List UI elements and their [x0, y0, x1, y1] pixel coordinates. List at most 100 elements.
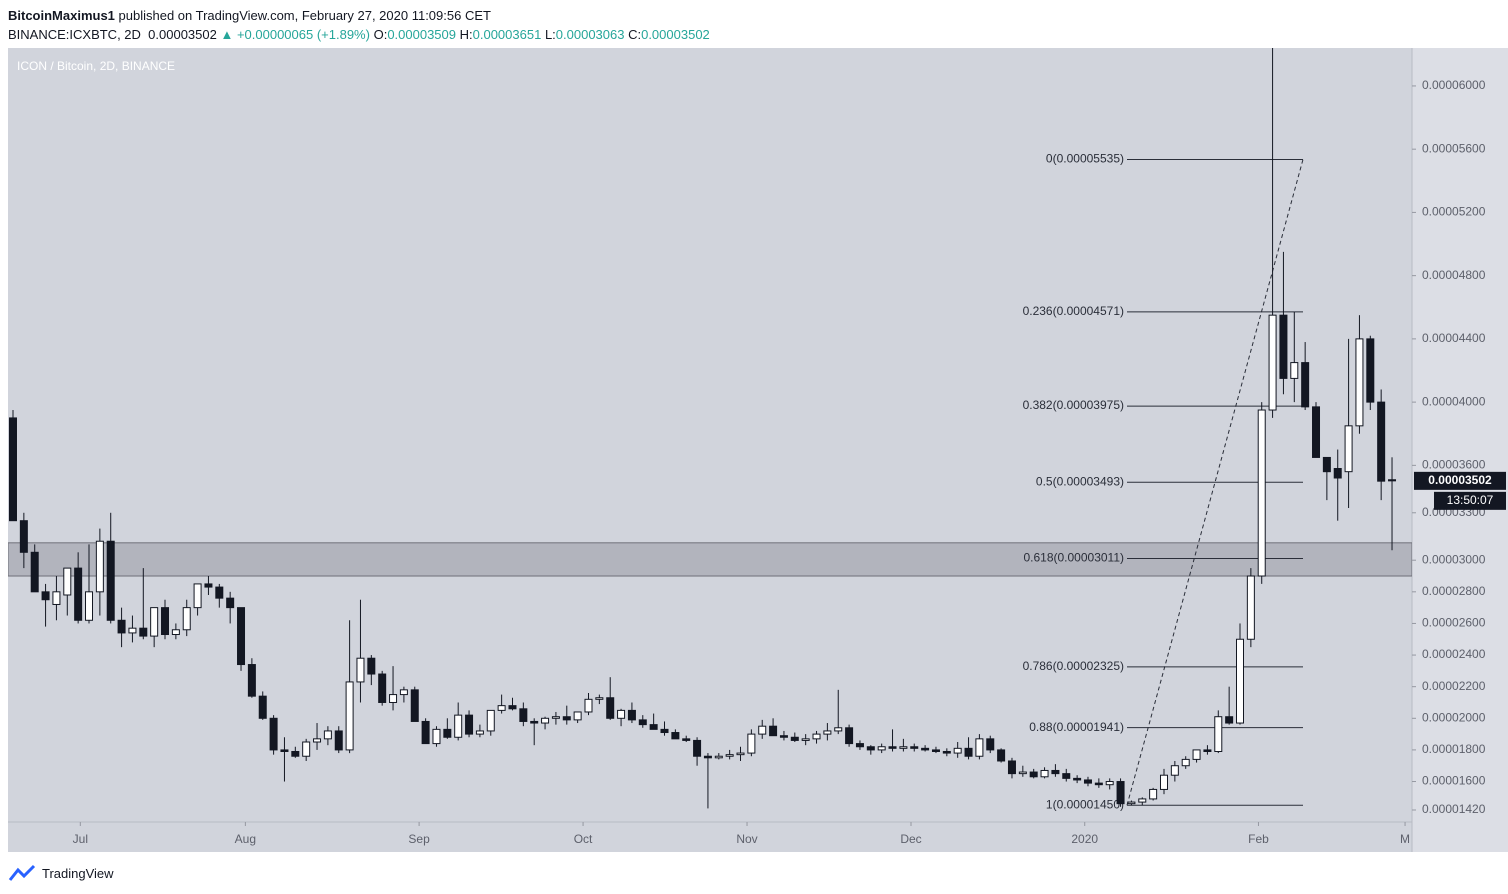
candle-body [215, 586, 224, 599]
candle-body [443, 728, 452, 738]
fib-label: 0.236(0.00004571) [1023, 304, 1124, 318]
candle-body [638, 719, 647, 726]
candle-body [378, 673, 387, 703]
x-tick-label: Nov [736, 832, 757, 846]
candle-body [855, 743, 864, 748]
zone [8, 542, 1412, 577]
price-axis-background [1412, 48, 1508, 852]
fib-label: 0.786(0.00002325) [1023, 659, 1124, 673]
candle-body [953, 747, 962, 754]
candle-body [1246, 575, 1255, 640]
candle-body [1279, 314, 1288, 379]
candle-body [367, 657, 376, 675]
ohlc-key: L: [544, 27, 556, 42]
candle-body [682, 738, 691, 741]
candle-body [1018, 771, 1027, 775]
candle-body [497, 705, 506, 711]
candle-body [1322, 456, 1331, 473]
candle-body [910, 746, 919, 749]
candle-body [649, 724, 658, 730]
candle-body [921, 747, 930, 751]
candle-body [584, 698, 593, 713]
candle-body [964, 747, 973, 757]
candle-body [345, 681, 354, 751]
candle-body [1257, 409, 1266, 577]
candle-body [128, 627, 137, 634]
candle-body [1094, 782, 1103, 786]
candle-body [769, 725, 778, 737]
candle-body [1181, 758, 1190, 767]
plot-background [8, 48, 1412, 852]
candle-body [258, 695, 267, 719]
candle-body [1355, 338, 1364, 427]
candle-body [693, 739, 702, 757]
candle-body [997, 749, 1006, 762]
x-tick-label: Oct [574, 832, 593, 846]
candle-body [334, 730, 343, 751]
candle-body [747, 733, 756, 754]
candle-body [356, 657, 365, 683]
price-label: 0.00003502 [1428, 473, 1492, 487]
y-tick-label: 0.00002400 [1422, 647, 1486, 661]
candle-body [1236, 638, 1245, 724]
candle-body [1192, 749, 1201, 760]
y-tick-label: 0.00005200 [1422, 205, 1486, 219]
candle-body [1007, 760, 1016, 775]
candle-body [399, 689, 408, 696]
candle-body [323, 730, 332, 740]
candle-body [877, 746, 886, 751]
candle-body [519, 708, 528, 722]
candle-body [475, 730, 484, 735]
candle-body [389, 694, 398, 703]
candle-body [1312, 406, 1321, 458]
candle-body [1062, 773, 1071, 779]
y-tick-label: 0.00002600 [1422, 616, 1486, 630]
fib-label: 0.618(0.00003011) [1023, 551, 1124, 565]
candle-body [1225, 716, 1234, 724]
y-tick-label: 0.00003000 [1422, 552, 1486, 566]
candle-body [1344, 425, 1353, 473]
candle-body [95, 540, 104, 593]
candle-body [823, 730, 832, 735]
candle-body [1149, 788, 1158, 800]
candle-body [193, 583, 202, 609]
ohlc-key: C: [628, 27, 642, 42]
candle-body [269, 717, 278, 751]
ohlc-value: 0.00003502 [641, 27, 710, 42]
candle-body [247, 664, 256, 697]
fib-label: 0.382(0.00003975) [1023, 398, 1124, 412]
y-tick-label: 0.00004400 [1422, 331, 1486, 345]
ohlc-value: 0.00003651 [472, 27, 542, 42]
candle-body [899, 746, 908, 749]
x-tick-label: Dec [900, 832, 921, 846]
candle-body [595, 697, 604, 700]
y-tick-label: 0.00003600 [1422, 458, 1486, 472]
y-tick-label: 0.00001420 [1422, 802, 1486, 816]
candle-body [74, 567, 83, 621]
y-tick-label: 0.00004800 [1422, 268, 1486, 282]
fib-label: 0.5(0.00003493) [1036, 474, 1124, 488]
ohlc-key: O: [373, 27, 388, 42]
candle-body [171, 629, 180, 636]
plot: 0(0.00005535) 0.236(0.00004571) 0.382(0.00… [8, 48, 1412, 811]
candle-body [703, 755, 712, 759]
candle-body [551, 716, 560, 719]
candle-body [410, 689, 419, 722]
candle-body [1138, 798, 1147, 803]
candle-body [1083, 779, 1092, 784]
x-tick-label: Sep [408, 832, 430, 846]
y-tick-label: 0.00004000 [1422, 394, 1486, 408]
candle-body [52, 591, 61, 605]
candle-body [812, 733, 821, 740]
candle-body [106, 540, 115, 621]
candle-body [280, 749, 289, 752]
price-label-box [1414, 471, 1506, 490]
candle-body [617, 709, 626, 719]
candle-body [30, 551, 39, 593]
y-tick-label: 0.00005600 [1422, 141, 1486, 155]
candle-body [1051, 769, 1060, 775]
candle-body [1333, 468, 1342, 479]
candle-body [541, 717, 550, 724]
x-tick-label: 2020 [1071, 832, 1098, 846]
